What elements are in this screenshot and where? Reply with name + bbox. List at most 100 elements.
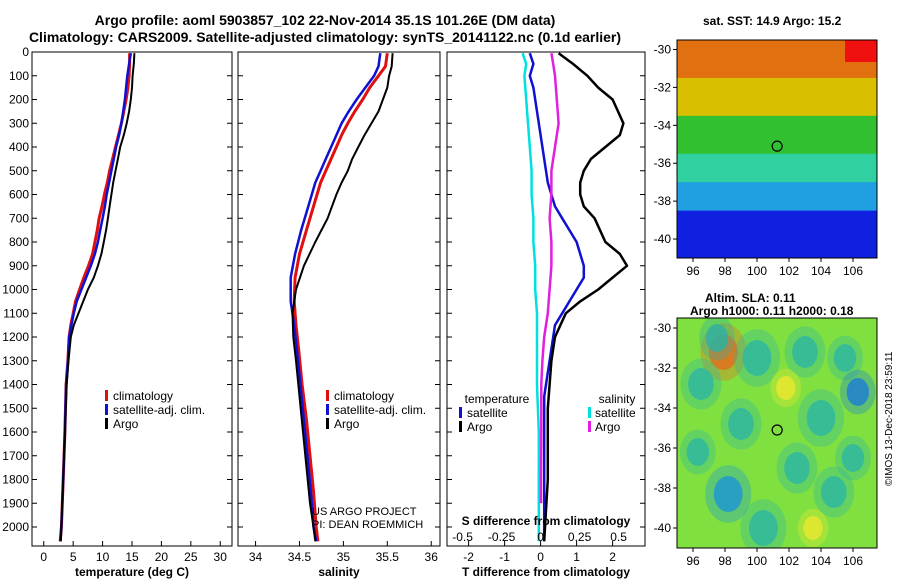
difference-x-tick-label: -1 [499,550,510,564]
salinity-x-tick-label: 35.5 [376,550,400,564]
sla_map-anomaly-blob [846,378,869,406]
temperature-legend-swatch [105,404,108,415]
sst_map-lon-tick-label: 102 [779,264,799,278]
depth-tick-label: 900 [9,259,29,273]
salinity-legend-swatch [326,390,329,401]
sst_map-color-band [677,182,877,212]
temperature-legend-swatch [105,418,108,429]
sla_map-lon-tick-label: 96 [686,554,700,568]
climatology-title: Climatology: CARS2009. Satellite-adjuste… [28,29,622,45]
diff-legend-swatch [459,421,462,432]
sla_map-lat-tick-label: -36 [654,441,672,455]
sla_map-lat-tick-label: -38 [654,481,672,495]
depth-tick-label: 500 [9,164,29,178]
temperature-x-tick-label: 25 [184,550,198,564]
sla_map-anomaly-blob [806,400,836,436]
diff-legend-label: satellite [467,406,508,420]
sst_map-warm-corner [845,40,877,62]
sst_map-color-band [677,40,877,79]
sla_map-anomaly-blob [784,452,810,484]
sst_map-color-band [677,210,877,258]
depth-tick-label: 1700 [2,449,29,463]
sst_map-lat-tick-label: -38 [654,194,672,208]
sla_map-lon-tick-label: 100 [747,554,767,568]
sst_map-lon-tick-label: 96 [686,264,700,278]
temperature-x-tick-label: 15 [125,550,139,564]
depth-tick-label: 100 [9,69,29,83]
sst_map-frame [676,39,878,259]
sla_map-anomaly-blob [728,408,754,440]
depth-tick-label: 1000 [2,283,29,297]
difference-x-tick-label: 1 [573,550,580,564]
diff-legend-swatch [588,421,591,432]
sla_map-anomaly-blob [742,340,772,376]
sst_map-color-band [677,153,877,184]
project-annotation: US ARGO PROJECT [312,506,417,518]
temperature-x-axis-label: temperature (deg C) [75,565,189,579]
salinity-x-tick-label: 34 [249,550,263,564]
salinity-diff-tick-label: 0 [537,530,544,544]
sla_map-anomaly-blob [833,344,857,372]
salinity-diff-axis-label: S difference from climatology [462,514,631,528]
sla_map-frame [676,317,878,549]
depth-tick-label: 700 [9,211,29,225]
salinity-series-satellite-adj-clim- [289,53,382,542]
depth-tick-label: 200 [9,93,29,107]
salinity-diff-tick-label: 0.25 [568,530,592,544]
sla-map-subtitle: Argo h1000: 0.11 h2000: 0.18 [690,304,854,318]
salinity-diff-tick-label: -0.25 [488,530,516,544]
sla_map-lon-tick-label: 104 [811,554,831,568]
sst_map-profile-marker [771,140,783,152]
salinity-x-axis-label: salinity [318,565,360,579]
depth-tick-label: 1900 [2,496,29,510]
sst_map-lon-tick-label: 98 [718,264,732,278]
depth-tick-label: 1200 [2,330,29,344]
sla_map-lon-tick-label: 106 [843,554,863,568]
sla_map-anomaly-blob [688,368,714,400]
temperature-x-tick-label: 10 [96,550,110,564]
temperature-legend-label: satellite-adj. clim. [113,403,205,417]
sla_map-anomaly-blob [776,376,796,400]
sla_map-anomaly-blob [821,476,847,508]
salinity-diff-tick-label: -0.5 [452,530,473,544]
depth-tick-label: 600 [9,188,29,202]
salinity-legend-label: satellite-adj. clim. [334,403,426,417]
depth-tick-label: 1500 [2,401,29,415]
sla-map-title: Altim. SLA: 0.11 [705,291,796,305]
sla_map-anomaly-blob [686,438,709,466]
sla_map-lat-tick-label: -34 [654,401,672,415]
difference-series-t-argo [542,52,629,542]
depth-tick-label: 300 [9,116,29,130]
sst_map-lat-tick-label: -36 [654,156,672,170]
depth-tick-label: 1600 [2,425,29,439]
temperature-legend-label: Argo [113,417,139,431]
profile-title: Argo profile: aoml 5903857_102 22-Nov-20… [94,12,556,28]
sla_map-anomaly-blob [841,444,865,472]
depth-tick-label: 0 [22,45,29,59]
difference-series-t-satellite [528,52,586,542]
difference-plot-frame [446,51,646,547]
difference-x-tick-label: -2 [463,550,474,564]
difference-x-tick-label: 2 [609,550,616,564]
sst_map-color-band [677,77,877,117]
sst_map-image [677,40,877,258]
salinity-series-climatology [292,52,389,542]
difference-x-tick-label: 0 [537,550,544,564]
diff-legend-swatch [588,407,591,418]
sla_map-lat-tick-label: -32 [654,361,672,375]
diff-legend-label: satellite [595,406,636,420]
sst-map-title: sat. SST: 14.9 Argo: 15.2 [703,14,842,28]
sst_map-lon-tick-label: 104 [811,264,831,278]
sst_map-lon-tick-label: 100 [747,264,767,278]
sla_map-anomaly-blob [713,476,743,512]
salinity-series-argo [291,53,394,542]
salinity-plot-frame [237,51,441,547]
depth-tick-label: 800 [9,235,29,249]
temperature-x-tick-label: 30 [214,550,228,564]
depth-tick-label: 400 [9,140,29,154]
temperature-x-tick-label: 0 [40,550,47,564]
sla_map-profile-marker [771,424,783,436]
sla_map-anomaly-blob [803,516,823,540]
sla_map-image [677,318,877,548]
